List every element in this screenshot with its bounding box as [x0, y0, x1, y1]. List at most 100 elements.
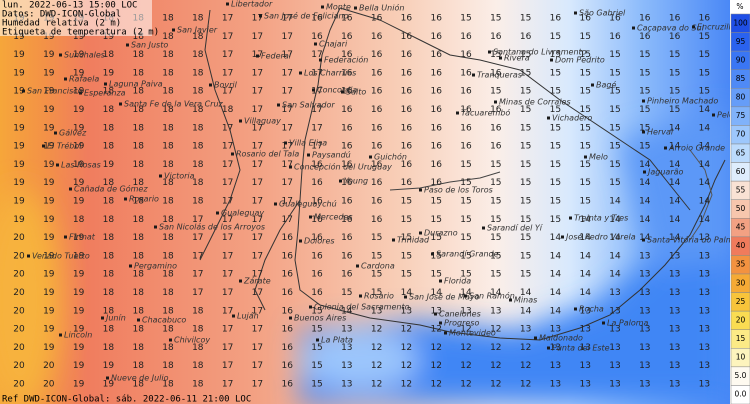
- place-marker: [284, 141, 287, 145]
- temperature-label: 19: [43, 50, 55, 60]
- place-marker: [119, 102, 122, 106]
- temperature-label: 14: [609, 233, 621, 243]
- temperature-label: 13: [669, 343, 680, 353]
- place-label: Progreso: [444, 319, 479, 328]
- temperature-label: 16: [460, 68, 472, 78]
- temperature-label: 16: [401, 123, 413, 133]
- temperature-label: 15: [669, 50, 680, 60]
- place-marker: [488, 50, 491, 54]
- place-label: Zárate: [243, 277, 271, 286]
- temperature-label: 13: [490, 306, 501, 316]
- temperature-labels: 19 19 19 18 18 18 18 17 17 17 16 16 16 16 16 15 15 15 16 16…: [13, 14, 710, 390]
- temperature-label: 14: [699, 178, 711, 188]
- place-marker: [69, 187, 72, 191]
- temperature-label: 16: [281, 361, 293, 371]
- temperature-label: 19: [73, 233, 85, 243]
- temperature-label: 15: [579, 87, 590, 97]
- temperature-label: 16: [371, 87, 383, 97]
- temperature-label: 15: [520, 270, 531, 280]
- temperature-label: 17: [222, 233, 233, 243]
- place-marker: [550, 58, 553, 62]
- place-label: Pinheiro Machado: [647, 97, 718, 106]
- temperature-label: 19: [103, 32, 115, 42]
- temperature-label: 15: [520, 178, 531, 188]
- place-label: San José de Feliciano: [264, 11, 349, 21]
- temperature-label: 17: [222, 123, 233, 133]
- place-marker: [439, 321, 442, 325]
- temperature-label: 15: [609, 160, 620, 170]
- temperature-label: 15: [490, 14, 501, 24]
- temperature-label: 13: [639, 343, 650, 353]
- legend-label: 80: [736, 93, 746, 102]
- temperature-label: 14: [520, 306, 532, 316]
- temperature-label: 15: [460, 14, 471, 24]
- temperature-label: 13: [401, 306, 412, 316]
- temperature-label: 16: [311, 32, 323, 42]
- temperature-label: 16: [460, 50, 472, 60]
- temperature-label: 17: [222, 87, 233, 97]
- temperature-label: 18: [162, 288, 174, 298]
- place-label: Junín: [104, 314, 126, 323]
- temperature-label: 18: [132, 197, 144, 207]
- temperature-label: 14: [699, 123, 711, 133]
- temperature-label: 16: [311, 160, 323, 170]
- temperature-label: 15: [550, 142, 561, 152]
- place-label: Jaguarão: [646, 168, 684, 177]
- place-marker: [59, 53, 62, 57]
- temperature-label: 16: [371, 105, 383, 115]
- temperature-label: 15: [490, 160, 501, 170]
- place-marker: [692, 25, 695, 29]
- temperature-label: 17: [252, 87, 263, 97]
- place-label: Laguna Paiva: [109, 80, 163, 89]
- temperature-label: 18: [192, 123, 204, 133]
- temperature-label: 15: [371, 233, 382, 243]
- place-marker: [569, 216, 572, 220]
- temperature-label: 17: [252, 68, 263, 78]
- temperature-label: 17: [311, 142, 322, 152]
- place-label: Chajari: [319, 40, 348, 49]
- temperature-label: 18: [192, 32, 204, 42]
- temperature-label: 18: [132, 123, 144, 133]
- temperature-label: 18: [192, 380, 204, 390]
- temperature-label: 15: [550, 32, 561, 42]
- temperature-label: 17: [311, 87, 322, 97]
- place-label: Sarandí del Yí: [487, 224, 544, 233]
- temperature-label: 19: [13, 50, 25, 60]
- temperature-label: 17: [252, 178, 263, 188]
- temperature-label: 14: [490, 288, 502, 298]
- place-label: Concordia: [317, 86, 357, 95]
- place-label: Mercedes: [314, 213, 353, 222]
- legend-label: 15: [736, 334, 746, 343]
- place-marker: [104, 82, 107, 86]
- temperature-label: 15: [520, 14, 531, 24]
- temperature-label: 16: [401, 142, 413, 152]
- place-marker: [216, 211, 219, 215]
- temperature-label: 16: [401, 160, 413, 170]
- legend-label: 70: [736, 130, 746, 139]
- temperature-label: 16: [371, 50, 383, 60]
- place-marker: [64, 235, 67, 239]
- temperature-label: 16: [401, 14, 413, 24]
- temperature-label: 19: [103, 160, 115, 170]
- place-marker: [259, 14, 262, 18]
- place-label: Minas: [514, 296, 537, 305]
- temperature-label: 18: [132, 380, 144, 390]
- place-marker: [307, 153, 310, 157]
- place-label: Durazno: [424, 229, 458, 238]
- temperature-label: 16: [311, 288, 323, 298]
- temperature-label: 12: [460, 361, 471, 371]
- temperature-label: 20: [13, 270, 25, 280]
- temperature-label: 18: [73, 215, 85, 225]
- temperature-label: 13: [609, 380, 620, 390]
- place-marker: [59, 333, 62, 337]
- temperature-label: 19: [73, 105, 85, 115]
- temperature-label: 17: [222, 14, 233, 24]
- temperature-label: 18: [132, 251, 144, 261]
- place-marker: [642, 238, 645, 242]
- temperature-label: 13: [699, 361, 710, 371]
- place-marker: [444, 331, 447, 335]
- humidity-blobs: [0, 110, 730, 404]
- place-marker: [124, 197, 127, 201]
- temperature-label: 18: [103, 142, 115, 152]
- temperature-label: 20: [13, 306, 25, 316]
